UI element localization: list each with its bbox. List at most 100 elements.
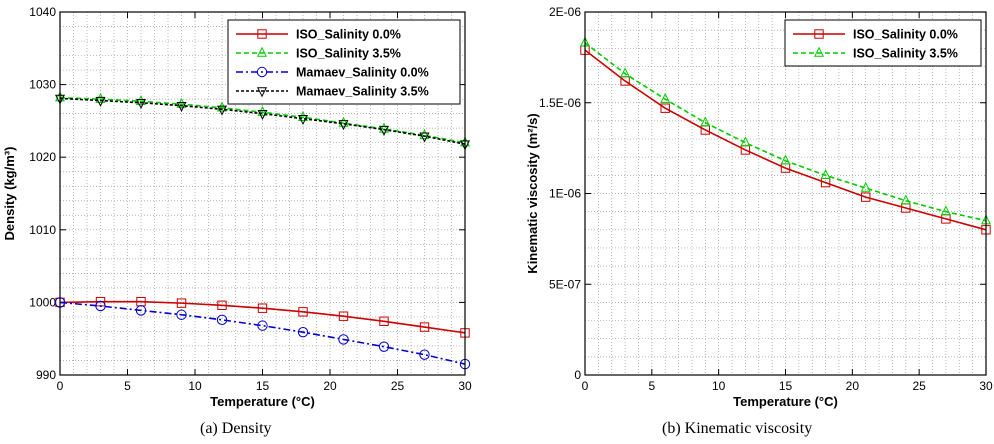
viscosity-data-point (660, 92, 671, 103)
density-data-point (378, 122, 390, 133)
density-data-point (257, 320, 268, 331)
viscosity-data-point (620, 67, 631, 78)
density-xtick-label: 30 (458, 379, 472, 393)
viscosity-xtick-label: 10 (712, 379, 726, 393)
viscosity-data-point (660, 103, 670, 113)
density-legend: ISO_Salinity 0.0% ISO_Salinity 3.5% Mamaev… (227, 19, 461, 105)
viscosity-xtick-label: 25 (912, 379, 926, 393)
density-data-point (135, 99, 147, 110)
density-legend-label: Mamaev_Salinity 0.0% (296, 66, 429, 80)
density-data-point (95, 96, 106, 107)
viscosity-grid (585, 12, 986, 375)
density-data-point (378, 341, 390, 352)
density-xtick-label: 0 (57, 379, 64, 393)
density-data-point (135, 94, 147, 105)
viscosity-data-point (861, 192, 871, 202)
density-data-point (176, 309, 187, 320)
viscosity-data-point (860, 181, 871, 192)
density-data-point (298, 307, 308, 317)
density-data-point (297, 326, 309, 338)
density-data-point (135, 305, 147, 316)
density-data-point (338, 311, 349, 321)
viscosity-series-line (584, 49, 987, 231)
density-data-point (378, 125, 390, 136)
density-legend-label: ISO_Salinity 3.5% (296, 47, 401, 61)
density-legend-label: ISO_Salinity 0.0% (296, 28, 401, 42)
viscosity-data-point (700, 116, 711, 127)
density-data-point (419, 129, 430, 140)
density-axes-frame (59, 11, 466, 376)
density-caption: (a) Density (200, 420, 272, 437)
density-data-point (95, 300, 106, 312)
density-data-point (257, 105, 268, 116)
density-series-line (59, 97, 466, 145)
density-x-axis-title: Temperature (°C) (210, 394, 315, 409)
viscosity-xtick-label: 20 (846, 379, 860, 393)
viscosity-data-point (780, 154, 791, 165)
density-data-point (216, 105, 228, 116)
density-legend-label: Mamaev_Salinity 3.5% (296, 85, 429, 99)
density-xtick-label: 15 (256, 379, 270, 393)
viscosity-xtick-label: 15 (779, 379, 793, 393)
density-xtick-label: 25 (391, 379, 405, 393)
viscosity-series-line (584, 42, 987, 222)
density-series-2 (54, 297, 471, 370)
density-data-point (216, 314, 228, 326)
viscosity-ytick-label: 1E-06 (549, 187, 581, 201)
viscosity-x-axis-title: Temperature (°C) (733, 394, 838, 409)
viscosity-caption: (b) Kinematic viscosity (662, 420, 813, 437)
viscosity-legend-marker (813, 46, 825, 57)
density-data-point (419, 322, 430, 332)
viscosity-xtick-label: 0 (582, 379, 589, 393)
density-series-line (59, 300, 466, 334)
density-ytick-label: 1010 (29, 223, 56, 237)
viscosity-ytick-label: 5E-07 (549, 277, 581, 291)
density-data-point (379, 316, 389, 326)
density-data-point (176, 298, 187, 308)
viscosity-ytick-label: 2E-06 (549, 5, 581, 19)
density-y-axis-title: Density (kg/m³) (2, 147, 17, 241)
viscosity-legend-box (784, 19, 982, 67)
density-data-point (419, 132, 430, 143)
density-data-point (419, 349, 430, 360)
density-xtick-label: 10 (188, 379, 202, 393)
viscosity-data-point (900, 194, 911, 205)
density-series-line (59, 301, 466, 365)
density-ytick-label: 990 (36, 368, 56, 382)
viscosity-xtick-label: 30 (979, 379, 993, 393)
density-xtick-label: 20 (323, 379, 337, 393)
viscosity-ytick-label: 0 (574, 368, 581, 382)
density-xtick-label: 5 (124, 379, 131, 393)
viscosity-data-point (740, 136, 751, 147)
viscosity-y-axis-title: Kinematic viscosity (m²/s) (525, 113, 540, 273)
density-ytick-label: 1000 (29, 295, 56, 309)
density-legend-marker (256, 46, 268, 57)
density-legend-marker (256, 66, 268, 78)
density-data-point (297, 115, 309, 126)
viscosity-xtick-label: 5 (648, 379, 655, 393)
density-legend-marker (257, 29, 267, 39)
density-data-point (257, 109, 268, 120)
density-series-1 (54, 91, 471, 147)
density-ytick-label: 1030 (29, 78, 56, 92)
viscosity-axes-frame (584, 11, 987, 376)
density-data-point (95, 92, 106, 103)
viscosity-ytick-label: 1.5E-06 (539, 96, 581, 110)
density-series-line (59, 96, 466, 144)
density-data-point (257, 303, 268, 313)
density-data-point (297, 110, 309, 121)
density-chart: 0 5 10 15 20 25 30 990 1000 1010 1020 1030 1040 Tempe… (2, 5, 472, 409)
viscosity-data-point (820, 169, 831, 180)
density-legend-marker (256, 87, 268, 98)
viscosity-data-point (940, 205, 951, 216)
viscosity-legend: ISO_Salinity 0.0% ISO_Salinity 3.5% (784, 19, 982, 67)
density-data-point (338, 120, 349, 131)
density-data-point (176, 101, 187, 112)
density-ytick-label: 1020 (29, 150, 56, 164)
viscosity-legend-label: ISO_Salinity 0.0% (853, 28, 958, 42)
viscosity-legend-label: ISO_Salinity 3.5% (853, 47, 958, 61)
density-data-point (338, 116, 349, 127)
viscosity-legend-marker (814, 29, 824, 39)
density-data-point (338, 334, 349, 345)
density-ytick-label: 1040 (29, 5, 56, 19)
